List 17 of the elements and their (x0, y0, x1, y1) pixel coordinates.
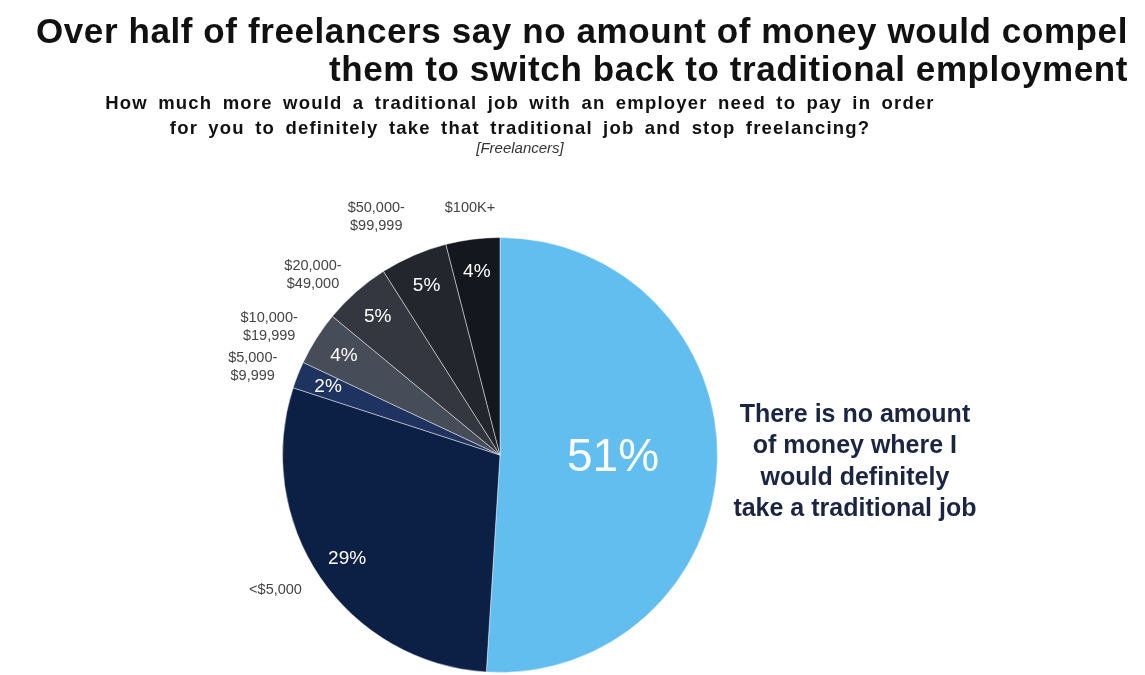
data-label: 2% (314, 375, 342, 397)
slice-label: There is no amount of money where I would definitely take a traditional job (733, 398, 977, 522)
chart-subtitle: How much more would a traditional job with an employer need to pay in order for you to definitely take that traditional job and stop freelancing? (104, 91, 936, 140)
data-label: 4% (463, 259, 491, 281)
slice-label: $10,000-$19,999 (240, 308, 298, 343)
data-label: 4% (330, 344, 358, 366)
slice-label: <$5,000 (249, 580, 302, 597)
data-label: 29% (328, 547, 367, 569)
data-label: 5% (412, 273, 441, 295)
slice-label: $100K+ (444, 199, 496, 216)
data-label: 51% (567, 429, 660, 482)
slice-label: $20,000-$49,000 (284, 257, 342, 292)
data-label: 5% (364, 304, 392, 326)
chart-title: Over half of freelancers say no amount of money would compel them to switch back to traditional employment (34, 11, 1128, 88)
slice-label: $5,000-$9,999 (228, 348, 278, 383)
text: [Freelancers] (475, 139, 565, 156)
slice-label: $50,000-$99,999 (347, 199, 406, 234)
